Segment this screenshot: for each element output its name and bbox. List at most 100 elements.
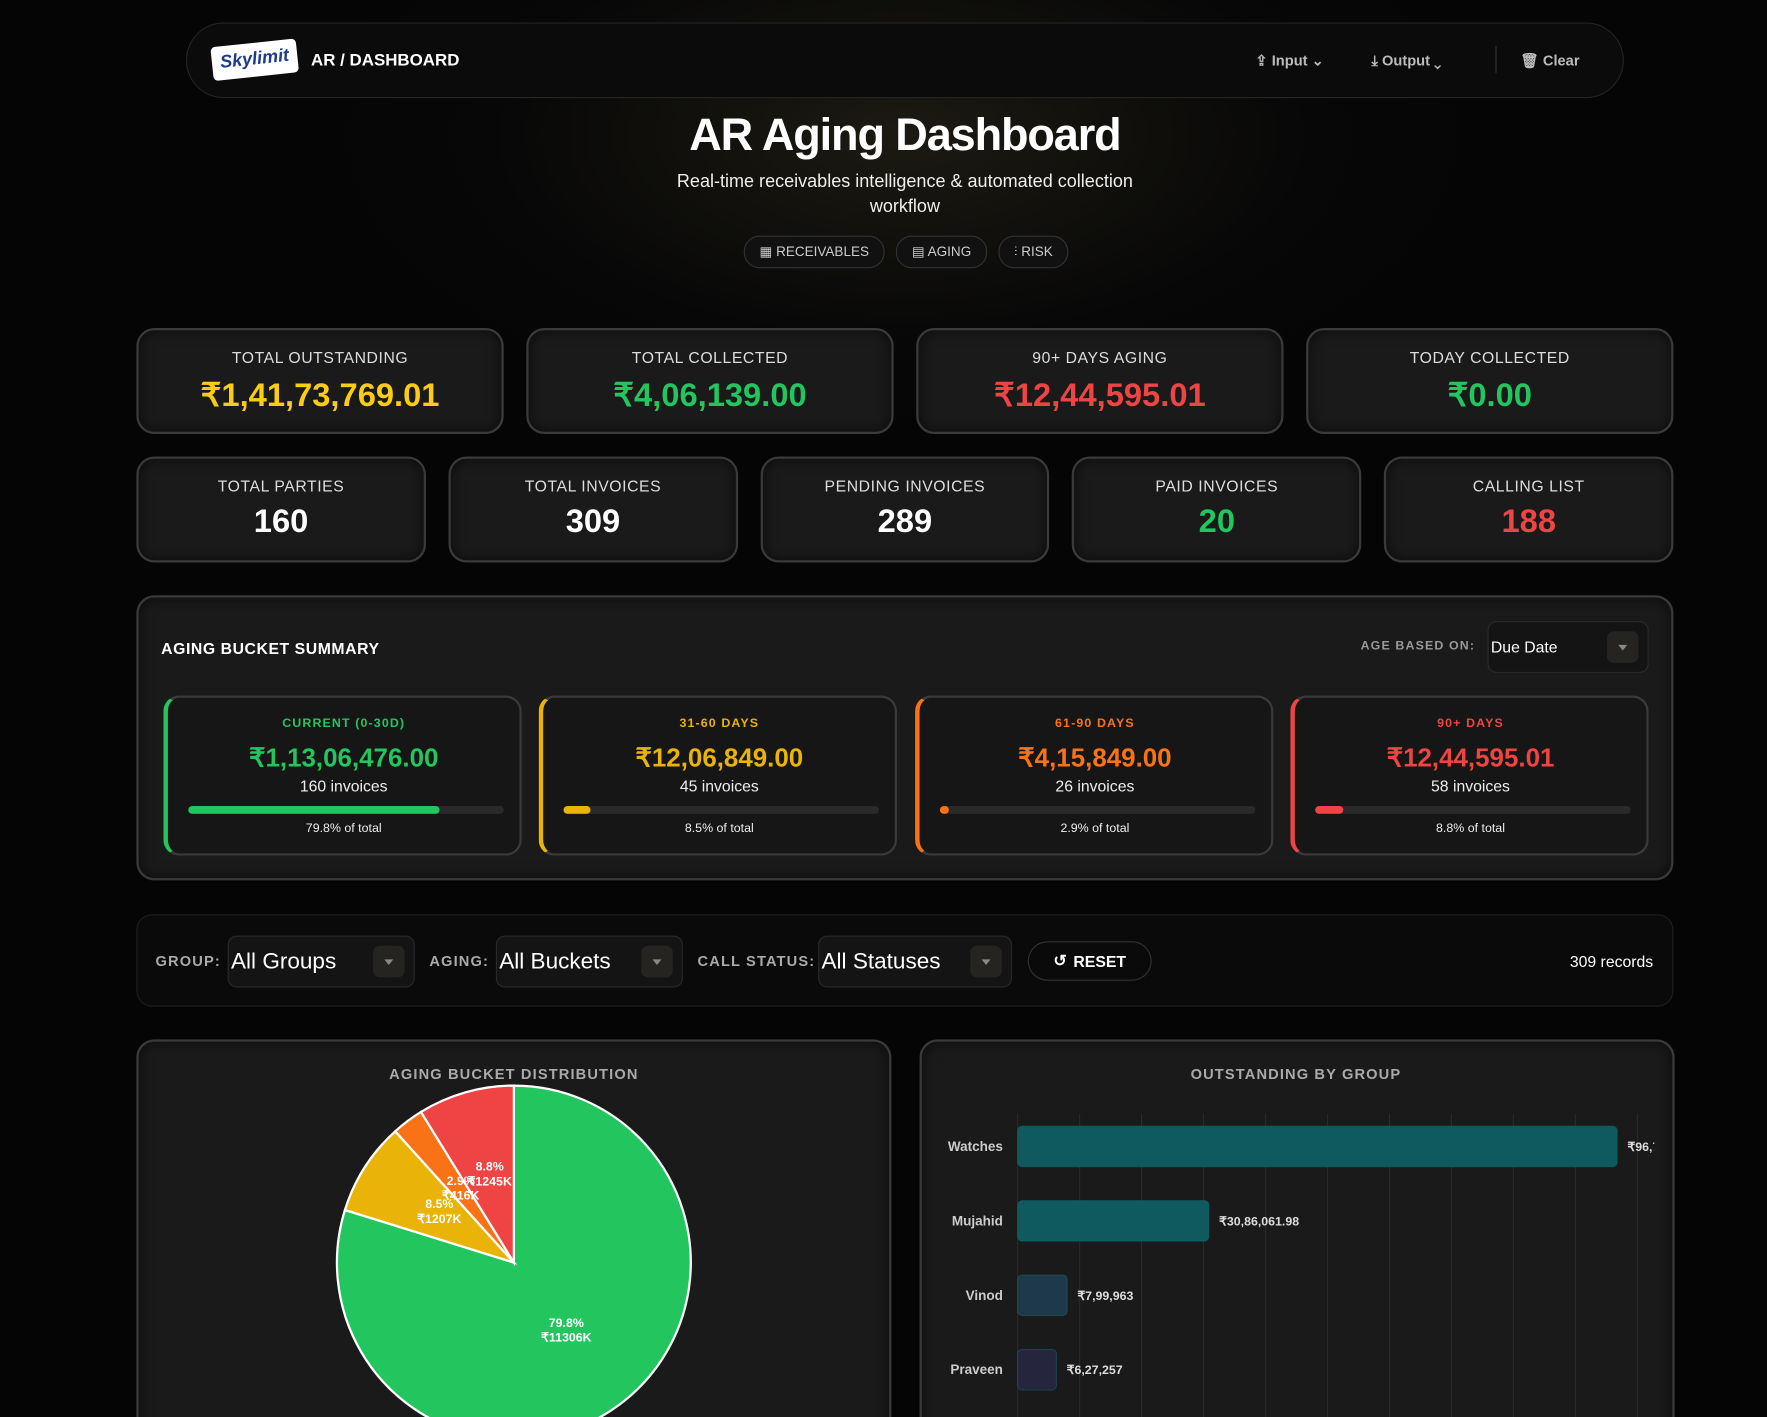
progress-track [188,806,504,814]
bucket-label: 90+ DAYS [1437,716,1504,731]
kpi-card: TODAY COLLECTED ₹0.00 [1306,328,1674,435]
kpi-card: TOTAL COLLECTED ₹4,06,139.00 [526,328,894,435]
filter-label: GROUP: [155,952,221,970]
progress-bar [939,806,949,814]
value-label: ₹7,99,963 [1077,1289,1133,1303]
category-label: Watches [948,1139,1003,1154]
progress-bar [188,806,440,814]
kpi-label: TOTAL INVOICES [524,476,662,495]
kpi-value: 309 [565,503,621,540]
tag[interactable]: ▤ AGING [896,235,987,269]
bar [1017,1125,1618,1168]
nav-bar: Skylimit AR / DASHBOARD ⇪ Input ⌄ ⤓ Outp… [185,22,1624,99]
tag-label: AGING [927,243,972,260]
bucket-card: CURRENT (0-30D) ₹1,13,06,476.00 160 invoic… [163,695,522,856]
bucket-card: 31-60 DAYS ₹12,06,849.00 45 invoices 8.5% o… [538,695,898,856]
tags: ▦ RECEIVABLES ▤ AGING ⫶ RISK [743,235,1069,269]
kpi-label: PENDING INVOICES [824,476,986,495]
chart-title: OUTSTANDING BY GROUP [1191,1067,1402,1083]
select-value: All Buckets [499,948,611,974]
bar-plot: Watches ₹96,75,000 Mujahid ₹30,86,061.98 Vin… [948,1113,1690,1417]
bucket-share: 8.5% of total [684,821,754,836]
bucket-card: 90+ DAYS ₹12,44,595.01 58 invoices 8.8% of … [1290,695,1649,856]
chart-title: AGING BUCKET DISTRIBUTION [389,1067,638,1083]
category-label: Vinod [966,1288,1003,1303]
nav-title: AR / DASHBOARD [311,50,460,70]
caret [641,945,673,978]
caret [373,945,405,978]
kpi-value: ₹4,06,139.00 [613,377,807,414]
slice-label: 8.5% [425,1197,453,1211]
progress-track [563,806,880,814]
slice-label: 2.9% [447,1174,475,1188]
hero-title: AR Aging Dashboard [689,110,1121,161]
progress-bar [563,806,591,814]
bucket-amount: ₹1,13,06,476.00 [248,742,439,773]
input-label: Input [1271,51,1308,69]
slice-amount: ₹1245K [468,1174,512,1188]
slice-amount: ₹1207K [417,1212,461,1226]
filter-bar: GROUP: All Groups AGING: All Buckets CALL ST… [136,914,1674,1007]
tag[interactable]: ▦ RECEIVABLES [743,235,885,269]
filter-select[interactable]: All Statuses [818,935,1012,988]
select-value: All Groups [231,948,337,974]
bucket-share: 2.9% of total [1060,821,1130,836]
kpi-label: CALLING LIST [1472,476,1585,495]
select-value: Due Date [1490,638,1558,657]
bucket-amount: ₹12,06,849.00 [635,742,804,773]
kpi-value: ₹1,41,73,769.01 [200,377,440,414]
bucket-card: 61-90 DAYS ₹4,15,849.00 26 invoices 2.9% of… [914,695,1273,856]
kpi-card: PENDING INVOICES 289 [760,456,1050,563]
output-label: Output [1381,51,1430,69]
slice-amount: ₹11306K [541,1331,592,1345]
pie-slice [343,1129,518,1265]
bucket-label: CURRENT (0-30D) [282,716,406,731]
input-menu[interactable]: ⇪ Input ⌄ [1255,51,1324,69]
kpi-value: ₹0.00 [1447,377,1532,414]
slice-label: 8.8% [476,1160,504,1174]
kpi-label: TOTAL COLLECTED [631,348,789,367]
age-based-label: AGE BASED ON: [1360,639,1476,653]
value-label: ₹30,86,061.98 [1219,1214,1299,1228]
kpi-value: 289 [877,503,933,540]
filter-label: AGING: [429,952,490,970]
select-value: All Statuses [821,948,941,974]
bar [1017,1200,1210,1242]
progress-track [939,806,1255,814]
bucket-label: 61-90 DAYS [1055,716,1135,731]
clear-button[interactable]: 🗑 Clear [1520,51,1580,69]
kpi-value: 188 [1501,503,1557,540]
caret [970,945,1002,978]
pie-slice [335,1084,692,1417]
tag-label: RECEIVABLES [776,243,870,260]
reset-label: RESET [1073,952,1127,971]
section-title: AGING BUCKET SUMMARY [161,639,380,658]
bucket-invoices: 45 invoices [679,776,759,795]
tag[interactable]: ⫶ RISK [998,235,1069,269]
value-label: ₹96,75,000 [1627,1140,1690,1154]
kpi-label: TODAY COLLECTED [1409,348,1570,367]
kpi-label: TOTAL OUTSTANDING [231,348,409,367]
progress-track [1314,806,1631,814]
kpi-card: TOTAL INVOICES 309 [448,456,738,563]
filter-select[interactable]: All Buckets [495,935,683,988]
bar [1017,1274,1068,1317]
bucket-label: 31-60 DAYS [679,716,760,731]
output-menu[interactable]: ⤓ Output ⌄ [1371,51,1441,69]
filter-label: CALL STATUS: [697,952,816,970]
record-count: 309 records [1569,952,1654,971]
kpi-label: TOTAL PARTIES [217,476,345,495]
pie-slice [419,1084,515,1267]
category-label: Mujahid [952,1213,1003,1228]
value-label: ₹6,27,257 [1067,1363,1123,1377]
filter-select[interactable]: All Groups [227,935,415,988]
bucket-invoices: 160 invoices [299,776,388,795]
age-based-select[interactable]: Due Date [1487,621,1649,673]
kpi-card: TOTAL PARTIES 160 [136,456,426,563]
reset-button[interactable]: ↺ RESET [1027,941,1152,981]
kpi-value: 20 [1198,503,1236,540]
bucket-share: 79.8% of total [305,821,382,836]
tag-label: RISK [1021,243,1053,260]
